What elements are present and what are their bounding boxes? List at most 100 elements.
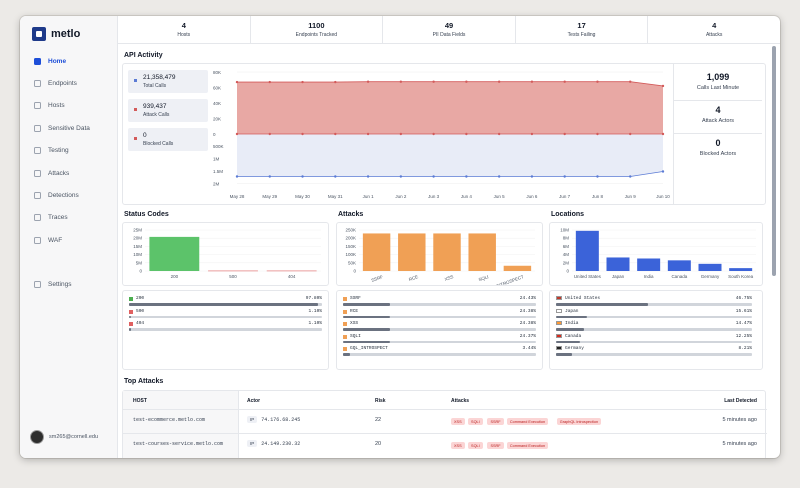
sidebar-item-detections[interactable]: Detections: [20, 184, 118, 206]
item-percentage: 97.80%: [305, 296, 322, 301]
sidebar-item-attacks[interactable]: Attacks: [20, 162, 118, 184]
status-codes-title: Status Codes: [124, 211, 169, 218]
stat-tests-failing[interactable]: 17 Tests Failing: [516, 16, 649, 43]
list-item[interactable]: 500 1.10%: [129, 309, 322, 320]
progress-fill: [556, 340, 580, 343]
x-tick-label: May 29: [262, 194, 277, 199]
legend-blocked-calls[interactable]: 0 Blocked Calls: [128, 128, 208, 151]
legend-swatch: [129, 322, 133, 326]
logo[interactable]: metlo: [32, 27, 80, 41]
stat-hosts[interactable]: 4 Hosts: [118, 16, 251, 43]
divider: [674, 133, 762, 134]
legend-attack-calls[interactable]: 939,437 Attack Calls: [128, 99, 208, 122]
sidebar-item-waf[interactable]: WAF: [20, 229, 118, 251]
x-tick-label: May 30: [295, 194, 310, 199]
legend-swatch: [343, 347, 347, 351]
list-item[interactable]: Japan 15.61%: [556, 308, 752, 320]
list-item[interactable]: 200 97.80%: [129, 296, 322, 307]
bar-gql-introspect[interactable]: [503, 265, 532, 271]
bar-200[interactable]: [149, 236, 200, 271]
list-item[interactable]: Germany 8.21%: [556, 346, 752, 357]
attack-type-tag: SSRF: [487, 418, 504, 425]
bar-south-korea[interactable]: [729, 268, 753, 271]
user-email: sm265@cornell.edu: [49, 434, 98, 440]
flag-icon: [556, 296, 562, 300]
list-item[interactable]: SQLI 24.37%: [343, 334, 536, 345]
bar-india[interactable]: [637, 258, 661, 271]
attack-type-tag: SSRF: [487, 442, 504, 449]
list-item[interactable]: Canada 12.25%: [556, 333, 752, 345]
flag-icon: [556, 346, 562, 350]
attack-calls-line: [237, 81, 664, 87]
y-tick-label: 10M: [133, 252, 142, 257]
api-activity-title: API Activity: [124, 52, 163, 59]
actor-cell[interactable]: IP 24.149.230.32: [247, 440, 300, 447]
user-profile[interactable]: sm265@cornell.edu: [30, 430, 98, 444]
attacks-list: SSRF 24.43% RCE 24.38% XSS 24.38% SQLI 24.37% GQ…: [336, 290, 543, 370]
scrollbar[interactable]: [772, 46, 776, 276]
attack-calls-point: [301, 80, 304, 84]
y-tick-label: 0: [353, 269, 356, 274]
stat-pii-data-fields[interactable]: 49 PII Data Fields: [383, 16, 516, 43]
bar-404[interactable]: [266, 270, 317, 272]
x-tick-label: United States: [574, 274, 602, 279]
actor-column-header[interactable]: Actor: [247, 398, 261, 404]
list-item[interactable]: United States 46.75%: [556, 296, 752, 307]
traces-icon: [34, 214, 41, 222]
list-item[interactable]: RCE 24.38%: [343, 309, 536, 320]
host-item[interactable]: test-courses-service.metlo.com: [133, 441, 224, 447]
stat-value: 49: [444, 21, 454, 30]
sidebar-item-testing[interactable]: Testing: [20, 140, 118, 162]
item-percentage: 3.44%: [522, 346, 536, 351]
risk-score: 22: [375, 417, 382, 423]
last-detected-column-header[interactable]: Last Detected: [724, 398, 757, 404]
item-name: XSS: [350, 321, 359, 326]
attack-type-tag: SQLI: [468, 418, 483, 425]
sidebar-item-home[interactable]: Home: [20, 50, 118, 72]
bar-500[interactable]: [208, 270, 258, 272]
host-item[interactable]: test-ecommerce.metlo.com: [133, 417, 206, 423]
stat-endpoints-tracked[interactable]: 1100 Endpoints Tracked: [251, 16, 384, 43]
y-tick-label: 40K: [213, 101, 221, 106]
list-item[interactable]: SSRF 24.43%: [343, 296, 536, 307]
attack-type-tag: XSS: [451, 418, 465, 425]
list-item[interactable]: 404 1.10%: [129, 321, 322, 332]
total-calls-point: [530, 175, 534, 178]
item-name: Germany: [565, 346, 584, 351]
bar-canada[interactable]: [667, 260, 691, 271]
risk-column-header[interactable]: Risk: [375, 398, 386, 404]
actor-cell[interactable]: IP 74.176.68.245: [247, 416, 300, 423]
bar-xss[interactable]: [433, 233, 461, 271]
bar-rce[interactable]: [398, 233, 426, 271]
bar-ssrf[interactable]: [362, 233, 391, 271]
list-item[interactable]: India 14.47%: [556, 321, 752, 332]
x-tick-label: XSS: [444, 274, 454, 282]
attack-calls-point: [497, 80, 501, 83]
x-tick-label: Germany: [701, 274, 720, 279]
sidebar-item-sensitive-data[interactable]: Sensitive Data: [20, 117, 118, 139]
blocked-calls-point: [334, 132, 337, 136]
bar-united-states[interactable]: [575, 230, 599, 271]
bar-sqli[interactable]: [468, 233, 496, 271]
y-tick-label: 20K: [213, 117, 221, 122]
sidebar-item-hosts[interactable]: Hosts: [20, 95, 118, 117]
sidebar-item-label: Endpoints: [48, 80, 77, 88]
bar-germany[interactable]: [698, 263, 722, 271]
y-tick-label: 0: [213, 132, 216, 137]
logo-text: metlo: [51, 28, 81, 40]
progress-track: [343, 353, 536, 356]
sidebar-item-traces[interactable]: Traces: [20, 207, 118, 229]
x-tick-label: Japan: [612, 274, 625, 279]
top-attacks-title: Top Attacks: [124, 378, 164, 385]
bar-japan[interactable]: [606, 257, 630, 271]
stat-label: Attacks: [705, 32, 723, 38]
list-item[interactable]: GQL_INTROSPECT 3.44%: [343, 346, 536, 357]
legend-total-calls[interactable]: 21,358,479 Total Calls: [128, 70, 208, 93]
legend-swatch: [343, 309, 347, 314]
sidebar-item-settings[interactable]: Settings: [20, 274, 118, 296]
stat-attacks[interactable]: 4 Attacks: [648, 16, 780, 43]
sidebar-item-endpoints[interactable]: Endpoints: [20, 72, 118, 94]
list-item[interactable]: XSS 24.38%: [343, 321, 536, 332]
item-name: SQLI: [350, 333, 361, 339]
endpoints-icon: [34, 80, 41, 88]
